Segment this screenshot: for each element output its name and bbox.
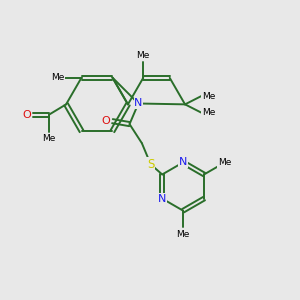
Text: S: S xyxy=(147,158,154,171)
Text: N: N xyxy=(158,194,166,204)
Text: N: N xyxy=(134,98,142,109)
Text: O: O xyxy=(22,110,31,120)
Text: Me: Me xyxy=(202,92,215,100)
Text: Me: Me xyxy=(136,51,150,60)
Text: N: N xyxy=(179,158,187,167)
Text: Me: Me xyxy=(176,230,190,239)
Text: Me: Me xyxy=(218,158,231,167)
Text: Me: Me xyxy=(42,134,56,143)
Text: O: O xyxy=(102,116,110,126)
Text: Me: Me xyxy=(202,108,215,117)
Text: Me: Me xyxy=(51,73,65,82)
